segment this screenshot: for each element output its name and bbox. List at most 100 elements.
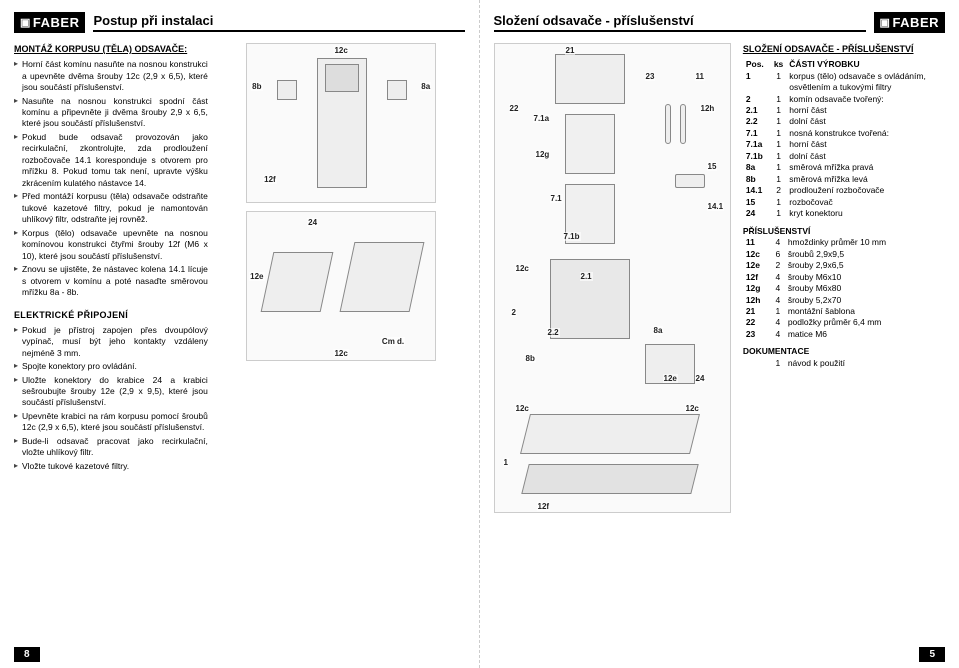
cell-desc: návod k použití — [785, 358, 945, 369]
brand-logo: ▣FABER — [14, 12, 85, 33]
compose-head: SLOŽENÍ ODSAVAČE - PŘÍSLUŠENSTVÍ — [743, 43, 945, 55]
cell-pos: 2.2 — [743, 116, 771, 127]
cell-pos: 8a — [743, 162, 771, 173]
fig1-label-top: 12c — [333, 46, 348, 55]
section-b-title: ELEKTRICKÉ PŘIPOJENÍ — [14, 309, 208, 321]
exploded-label: 7.1 — [550, 194, 563, 203]
section-b-list: Pokud je přístroj zapojen přes dvoupólov… — [14, 325, 208, 473]
cell-qty: 1 — [771, 105, 786, 116]
cell-qty: 1 — [771, 71, 786, 94]
cell-pos: 23 — [743, 329, 771, 340]
figure-exploded: 2123112212h7.1a1512g7.114.17.1b12c2.122.… — [494, 43, 731, 513]
exploded-label: 8b — [525, 354, 536, 363]
cell-qty: 6 — [771, 249, 785, 260]
brand-text-right: FABER — [892, 15, 939, 30]
cell-pos: 22 — [743, 317, 771, 328]
exploded-label: 15 — [707, 162, 718, 171]
left-figure-column: 12c 8b 8a 12f 12e 24 Cm d. 12c — [218, 43, 465, 474]
list-item: Horní část komínu nasuňte na nosnou kons… — [14, 59, 208, 93]
cell-pos — [743, 358, 771, 369]
cell-qty: 1 — [771, 358, 785, 369]
cell-pos: 11 — [743, 237, 771, 248]
exploded-label: 12c — [685, 404, 700, 413]
cell-pos: 2.1 — [743, 105, 771, 116]
table-row: 241kryt konektoru — [743, 208, 945, 219]
cell-pos: 7.1 — [743, 128, 771, 139]
cell-pos: 12c — [743, 249, 771, 260]
cell-pos: 7.1b — [743, 151, 771, 162]
header-bar-right: ▣FABER Složení odsavače - příslušenství — [494, 12, 946, 33]
parts-doc-table: 1návod k použití — [743, 358, 945, 369]
right-page: ▣FABER Složení odsavače - příslušenství … — [480, 0, 959, 668]
table-row: 7.1b1dolní část — [743, 151, 945, 162]
cell-qty: 1 — [771, 94, 786, 105]
cell-desc: kryt konektoru — [786, 208, 945, 219]
table-row: 12c6šroubů 2,9x9,5 — [743, 249, 945, 260]
exploded-label: 12c — [515, 264, 530, 273]
cell-pos: 7.1a — [743, 139, 771, 150]
exploded-label: 2 — [511, 308, 517, 317]
fig1-label-btm: 12f — [263, 175, 277, 184]
exploded-label: 2.2 — [547, 328, 560, 337]
cell-desc: horní část — [786, 139, 945, 150]
cell-pos: 8b — [743, 174, 771, 185]
table-row: 12g4šrouby M6x80 — [743, 283, 945, 294]
cell-qty: 1 — [771, 151, 786, 162]
fig2-label-side: Cm d. — [381, 337, 405, 346]
cell-qty: 1 — [771, 197, 786, 208]
cell-desc: směrová mřížka pravá — [786, 162, 945, 173]
table-row: 211montážní šablona — [743, 306, 945, 317]
figure-chimney: 12c 8b 8a 12f — [246, 43, 436, 203]
documentation-head: DOKUMENTACE — [743, 346, 945, 357]
brand-text: FABER — [33, 15, 80, 30]
table-row: 12h4šrouby 5,2x70 — [743, 295, 945, 306]
cell-desc: směrová mřížka levá — [786, 174, 945, 185]
table-row: 12f4šrouby M6x10 — [743, 272, 945, 283]
cell-desc: šroubů 2,9x9,5 — [785, 249, 945, 260]
list-item: Bude-li odsavač pracovat jako recirkulač… — [14, 436, 208, 459]
cell-qty: 4 — [771, 283, 785, 294]
figure-connector-box: 12e 24 Cm d. 12c — [246, 211, 436, 361]
page-number-right: 5 — [919, 647, 945, 662]
list-item: Pokud bude odsavač provozován jako recir… — [14, 132, 208, 189]
brand-logo-right: ▣FABER — [874, 12, 945, 33]
cell-pos: 12h — [743, 295, 771, 306]
exploded-label: 22 — [509, 104, 520, 113]
page-number-left: 8 — [14, 647, 40, 662]
exploded-label: 12g — [535, 150, 551, 159]
table-row: 224podložky průměr 6,4 mm — [743, 317, 945, 328]
exploded-label: 11 — [695, 72, 705, 81]
cell-qty: 1 — [771, 306, 785, 317]
cell-desc: podložky průměr 6,4 mm — [785, 317, 945, 328]
table-row: 11korpus (tělo) odsavače s ovládáním, os… — [743, 71, 945, 94]
exploded-label: 12c — [515, 404, 530, 413]
fig2-label-btm: 12c — [333, 349, 348, 358]
exploded-label: 7.1b — [563, 232, 581, 241]
col-qty: ks — [771, 59, 786, 70]
fig2-label-mid: 24 — [307, 218, 318, 227]
cell-desc: komín odsavače tvořený: — [786, 94, 945, 105]
cell-desc: nosná konstrukce tvořená: — [786, 128, 945, 139]
page-title-left: Postup při instalaci — [93, 13, 464, 32]
cell-pos: 21 — [743, 306, 771, 317]
exploded-label: 8a — [653, 326, 664, 335]
table-row: 114hmoždinky průměr 10 mm — [743, 237, 945, 248]
table-row: 21komín odsavače tvořený: — [743, 94, 945, 105]
cell-qty: 4 — [771, 272, 785, 283]
section-a-head: MONTÁŽ KORPUSU (TĚLA) ODSAVAČE: — [14, 43, 208, 55]
exploded-label: 24 — [695, 374, 706, 383]
exploded-label: 2.1 — [580, 272, 593, 281]
col-pos: Pos. — [743, 59, 771, 70]
parts-table-header: Pos. ks ČÁSTI VÝROBKU — [743, 59, 945, 70]
cell-qty: 4 — [771, 295, 785, 306]
cell-desc: dolní část — [786, 151, 945, 162]
cell-desc: šrouby 2,9x6,5 — [785, 260, 945, 271]
cell-qty: 2 — [771, 260, 785, 271]
accessories-head: PŘÍSLUŠENSTVÍ — [743, 226, 945, 237]
cell-desc: hmoždinky průměr 10 mm — [785, 237, 945, 248]
exploded-label: 7.1a — [533, 114, 551, 123]
cell-pos: 15 — [743, 197, 771, 208]
list-item: Uložte konektory do krabice 24 a krabici… — [14, 375, 208, 409]
cell-qty: 1 — [771, 162, 786, 173]
cell-pos: 14.1 — [743, 185, 771, 196]
